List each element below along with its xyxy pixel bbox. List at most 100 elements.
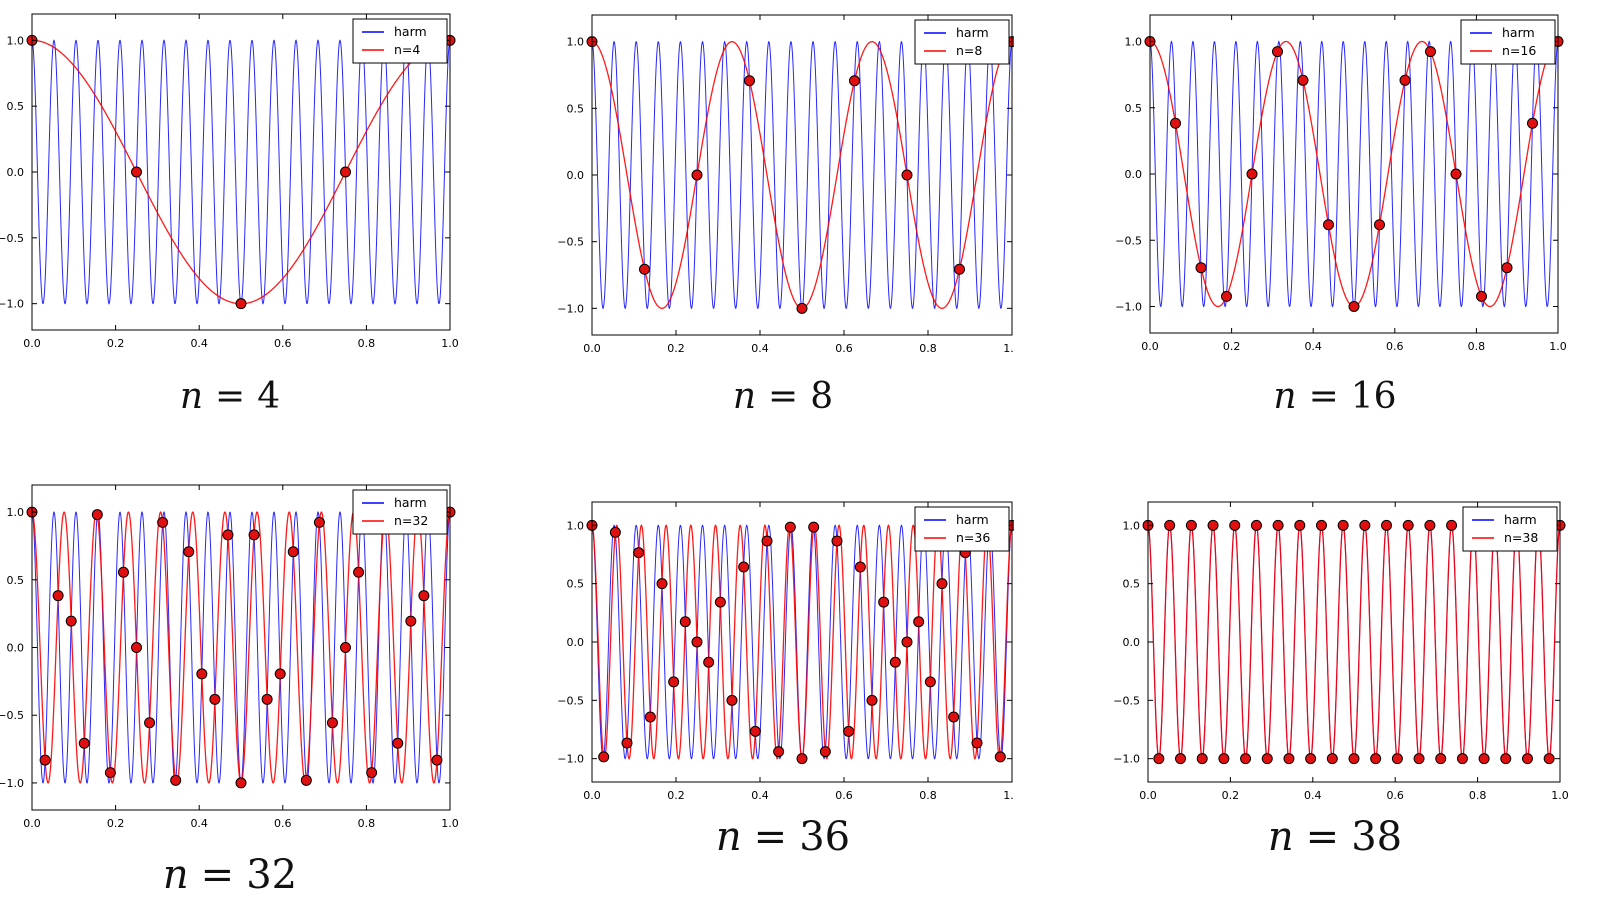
x-tick-label: 1.0	[1551, 789, 1569, 800]
y-tick-label: 1.0	[7, 506, 25, 519]
x-tick-label: 1.0	[1549, 340, 1567, 353]
y-tick-label: −0.5	[557, 694, 584, 707]
sample-marker	[761, 535, 773, 547]
tick-labels: 0.0 0.2 0.4 0.6 0.8 1.0 1.0 0.5 0.0 −0.5 −1.0	[557, 519, 1014, 800]
sample-marker	[52, 590, 64, 602]
y-tick-label: 1.0	[1125, 36, 1143, 49]
y-tick-label: −1.0	[557, 302, 584, 315]
axes-background	[32, 485, 450, 810]
legend-box	[914, 506, 1010, 552]
sample-marker	[274, 668, 286, 680]
sample-marker	[78, 737, 90, 749]
caption-variable: n	[1267, 814, 1294, 860]
subplot-n32: 0.0 0.2 0.4 0.6 0.8 1.0 1.0 0.5 0.0 −0.5 −1.0 harm n…	[0, 460, 460, 898]
x-tick-label: 0.0	[1141, 340, 1159, 353]
x-tick-label: 0.6	[835, 342, 853, 355]
sample-marker	[405, 615, 417, 627]
sample-marker	[1240, 753, 1252, 765]
caption-variable: n	[715, 814, 742, 860]
y-tick-label: 0.5	[567, 102, 585, 115]
sample-marker	[1527, 117, 1538, 129]
legend-label-harm: harm	[1502, 25, 1535, 40]
legend-label-alias: n=38	[1504, 530, 1538, 545]
sample-points	[1144, 36, 1564, 312]
sample-marker	[1305, 753, 1317, 765]
sample-marker	[796, 302, 808, 314]
caption-variable: n	[162, 852, 189, 898]
plot-n36: 0.0 0.2 0.4 0.6 0.8 1.0 1.0 0.5 0.0 −0.5 −1.0 harm n…	[557, 501, 1014, 800]
sample-marker	[1326, 753, 1338, 765]
sample-marker	[703, 656, 715, 668]
legend: harm n=16	[1460, 19, 1556, 65]
tick-marks	[1147, 502, 1561, 782]
x-tick-label: 0.0	[23, 817, 41, 830]
axes-background	[32, 14, 450, 330]
subplot-n4: 0.0 0.2 0.4 0.6 0.8 1.0 1.0 0.5 0.0 −0.5 −1.0 harm n…	[0, 0, 460, 417]
sample-marker	[1391, 753, 1403, 765]
y-tick-label: −0.5	[0, 709, 24, 722]
sample-marker	[91, 509, 103, 521]
sample-marker	[639, 263, 650, 275]
sample-marker	[1348, 301, 1360, 312]
caption-value: 32	[246, 852, 298, 898]
tick-marks	[591, 15, 1013, 335]
subplot-n36: 0.0 0.2 0.4 0.6 0.8 1.0 1.0 0.5 0.0 −0.5 −1.0 harm n…	[552, 460, 1014, 860]
sample-marker	[1370, 753, 1382, 765]
y-tick-label: 0.5	[7, 574, 25, 587]
sample-marker	[431, 754, 443, 766]
sample-marker	[1250, 519, 1262, 531]
caption-variable: n	[179, 376, 204, 417]
sample-marker	[656, 578, 668, 590]
sample-marker	[1283, 753, 1295, 765]
x-tick-label: 0.2	[107, 337, 125, 350]
sample-marker	[644, 711, 656, 723]
sample-marker	[1456, 753, 1468, 765]
sample-marker	[340, 642, 351, 653]
tick-labels: 0.0 0.2 0.4 0.6 0.8 1.0 1.0 0.5 0.0 −0.5 −1.0	[557, 36, 1014, 355]
sample-marker	[1272, 519, 1284, 531]
sample-marker	[1381, 519, 1393, 531]
sample-marker	[392, 737, 404, 749]
sample-marker	[1402, 519, 1414, 531]
sample-marker	[1272, 46, 1283, 58]
sample-marker	[1164, 519, 1176, 531]
legend-label-alias: n=32	[394, 513, 428, 528]
sample-marker	[1185, 519, 1197, 531]
x-tick-label: 0.8	[1469, 789, 1487, 800]
sample-marker	[1175, 753, 1187, 765]
sample-marker	[353, 566, 365, 578]
sample-marker	[1221, 290, 1232, 302]
sample-marker	[633, 547, 645, 559]
sample-marker	[235, 298, 247, 310]
subplot-n8: 0.0 0.2 0.4 0.6 0.8 1.0 1.0 0.5 0.0 −0.5 −1.0 harm n…	[552, 0, 1014, 417]
y-tick-label: −1.0	[1113, 753, 1140, 766]
sample-marker	[796, 753, 808, 765]
caption-n8: n = 8	[552, 376, 1014, 417]
caption-value: 4	[257, 376, 281, 417]
sample-marker	[738, 561, 750, 573]
y-tick-label: −0.5	[557, 236, 584, 249]
legend-label-harm: harm	[956, 25, 989, 40]
sample-marker	[691, 169, 703, 181]
legend-label-harm: harm	[394, 24, 427, 39]
y-tick-label: −1.0	[557, 753, 584, 766]
sample-marker	[131, 642, 142, 653]
sample-marker	[1425, 46, 1436, 58]
sample-marker	[971, 737, 983, 749]
sample-marker	[131, 166, 142, 178]
sample-marker	[843, 725, 855, 737]
sample-marker	[749, 725, 761, 737]
sample-points	[586, 519, 1014, 765]
sample-marker	[1196, 753, 1208, 765]
legend-label-harm: harm	[1504, 512, 1537, 527]
y-tick-label: −0.5	[0, 232, 24, 245]
sample-marker	[936, 578, 948, 590]
tick-labels: 0.0 0.2 0.4 0.6 0.8 1.0 1.0 0.5 0.0 −0.5 −1.0	[1113, 519, 1568, 800]
y-tick-label: 1.0	[1123, 519, 1141, 532]
sample-marker	[144, 717, 156, 729]
sample-marker	[1348, 753, 1360, 765]
sample-marker	[340, 166, 351, 178]
tick-labels: 0.0 0.2 0.4 0.6 0.8 1.0 1.0 0.5 0.0 −0.5 −1.0	[0, 506, 459, 830]
y-tick-label: −1.0	[1115, 301, 1142, 314]
